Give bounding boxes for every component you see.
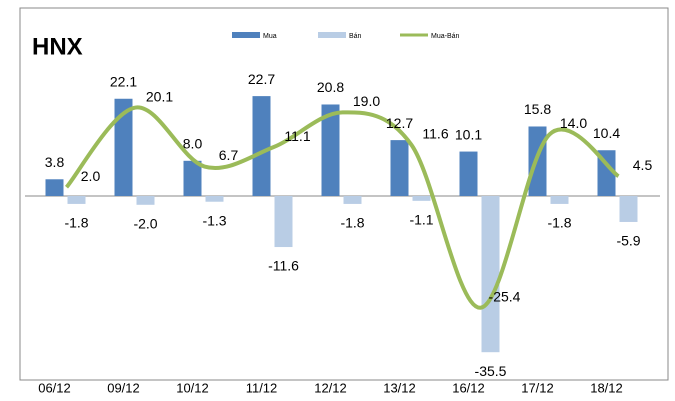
bar-value-label: 3.8 [45,154,65,170]
bar [252,96,271,196]
bar-value-label: 10.1 [455,126,482,142]
legend-swatch [318,32,346,38]
bar-value-label: -5.9 [616,233,640,249]
x-tick-label: 12/12 [314,380,347,395]
line-value-label: 4.5 [633,157,653,173]
bar [274,196,293,248]
bar-value-label: -1.8 [547,215,571,231]
x-tick-label: 18/12 [590,380,623,395]
bar [67,196,86,204]
bar [45,179,64,196]
bar-value-label: 8.0 [183,136,203,152]
x-tick-label: 10/12 [176,380,209,395]
bar-value-label: -1.3 [202,212,226,228]
bar-value-label: -1.1 [409,212,433,228]
bar [619,196,638,222]
line-value-label: 19.0 [353,93,380,109]
bar-value-label: -11.6 [268,258,299,274]
line-value-label: 11.1 [284,128,310,144]
line-value-label: -25.4 [489,288,521,304]
bar [343,196,362,204]
legend-label: Mua [263,33,277,40]
bar-value-label: -1.8 [64,215,88,231]
bar-value-label: -1.8 [340,215,364,231]
x-tick-label: 11/12 [246,380,278,395]
line-value-label: 11.6 [422,126,448,142]
bar [183,160,202,196]
line-value-label: 14.0 [560,115,587,131]
bar-value-label: 20.8 [317,79,344,95]
bar-value-label: 22.1 [110,73,137,89]
bar-value-label: 12.7 [386,115,413,131]
bar [205,196,224,202]
bar [136,196,155,205]
legend-label: Bán [349,33,362,40]
line-value-label: 6.7 [219,147,239,163]
bar-value-label: 15.8 [524,101,551,117]
bar-value-label: 10.4 [593,125,620,141]
bar [114,98,133,196]
bar-value-label: -2.0 [133,216,157,232]
bar [459,151,478,196]
line-value-label: 2.0 [81,168,101,184]
bar [550,196,569,204]
bar [481,196,500,353]
bar [321,104,340,196]
bar [412,196,431,201]
legend-label: Mua-Bán [431,33,460,40]
bar [390,140,409,196]
legend-swatch [232,32,260,38]
x-tick-label: 13/12 [383,380,416,395]
chart-title: HNX [32,33,83,60]
x-tick-label: 16/12 [452,380,485,395]
line-value-label: 20.1 [146,88,173,104]
x-tick-label: 09/12 [107,380,140,395]
bar-value-label: -35.5 [475,363,507,379]
bar-value-label: 22.7 [248,71,275,87]
line [64,105,620,310]
x-tick-label: 17/12 [521,380,554,395]
x-tick-label: 06/12 [38,380,71,395]
